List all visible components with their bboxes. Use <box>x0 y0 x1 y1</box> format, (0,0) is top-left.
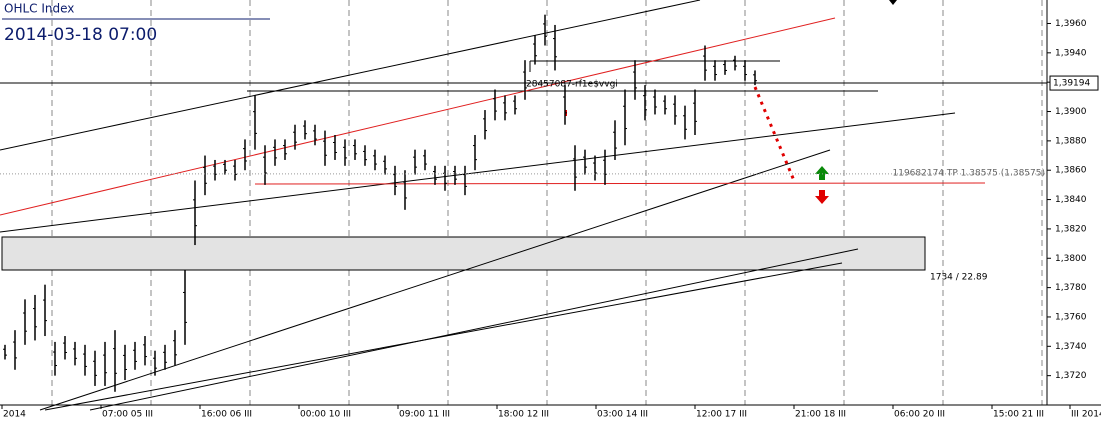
y-tick-label: 1,3720 <box>1055 371 1087 381</box>
chart-title: OHLC Index <box>4 2 74 16</box>
y-tick-label: 1,3860 <box>1055 166 1087 176</box>
y-tick-label: 1,3800 <box>1055 254 1087 264</box>
x-tick-label: 16:00 06 III <box>201 410 252 420</box>
y-tick-label: 1,3820 <box>1055 224 1087 234</box>
trend-lines <box>0 0 956 411</box>
x-tick-label: 06:00 20 III <box>894 410 945 420</box>
zone <box>1 236 926 271</box>
projection <box>753 86 797 184</box>
y-tick-label: 1,3780 <box>1055 283 1087 293</box>
x-tick-label: III 2014 <box>1071 410 1101 420</box>
take-profit-label: 119682174 TP 1.38575 (1.38575) <box>893 168 1046 178</box>
price-box <box>1049 75 1099 91</box>
y-tick-label: 1,3880 <box>1055 136 1087 146</box>
y-tick-label: 1,3760 <box>1055 312 1087 322</box>
y-tick-label: 1,3900 <box>1055 107 1087 117</box>
trend-line <box>39 149 831 411</box>
up-arrow <box>815 166 829 180</box>
y-tick-label: 1,3960 <box>1055 19 1087 29</box>
chart-subtitle: 2014-03-18 07:00 <box>4 25 157 45</box>
bars <box>3 14 757 392</box>
trend-line <box>89 248 859 411</box>
trend-line <box>44 262 843 411</box>
x-tick-label: 00:00 10 III <box>300 410 351 420</box>
x-tick-label: 07:00 05 III <box>102 410 153 420</box>
annotation: 28457087-rf1e$vvgi <box>526 80 618 90</box>
red-level-line <box>254 182 986 185</box>
trend-line <box>0 0 701 151</box>
x-tick-label: 09:00 11 III <box>399 410 450 420</box>
annotation: 1734 / 22.89 <box>930 273 988 283</box>
x-tick-label: 2014 <box>3 410 26 420</box>
y-tick-label: 1,3940 <box>1055 48 1087 58</box>
x-tick-label: 03:00 14 III <box>597 410 648 420</box>
trend-line <box>0 112 956 233</box>
x-tick-label: 12:00 17 III <box>696 410 747 420</box>
y-tick-label: 1,3740 <box>1055 342 1087 352</box>
y-tick-label: 1,3840 <box>1055 195 1087 205</box>
red-trend-line <box>0 17 836 216</box>
x-tick-label: 15:00 21 III <box>993 410 1044 420</box>
current-price-label: 1,39194 <box>1053 79 1090 89</box>
marker <box>889 0 897 5</box>
down-arrow <box>815 190 829 204</box>
x-tick-label: 21:00 18 III <box>795 410 846 420</box>
x-tick-label: 18:00 12 III <box>498 410 549 420</box>
